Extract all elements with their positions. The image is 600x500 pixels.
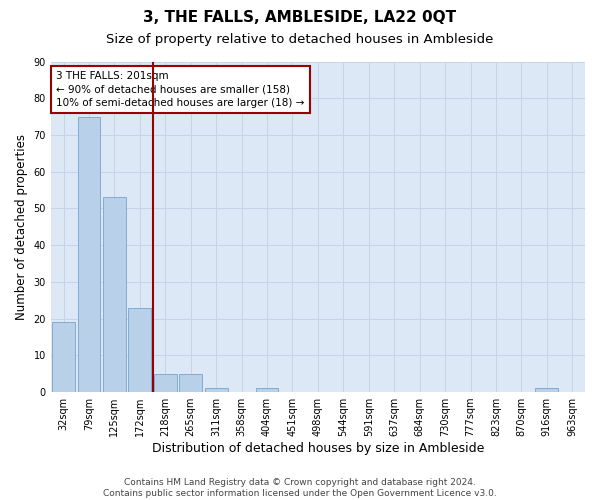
Bar <box>535 388 558 392</box>
Text: Size of property relative to detached houses in Ambleside: Size of property relative to detached ho… <box>106 32 494 46</box>
X-axis label: Distribution of detached houses by size in Ambleside: Distribution of detached houses by size … <box>152 442 484 455</box>
Bar <box>52 322 75 392</box>
Text: 3 THE FALLS: 201sqm
← 90% of detached houses are smaller (158)
10% of semi-detac: 3 THE FALLS: 201sqm ← 90% of detached ho… <box>56 72 305 108</box>
Bar <box>154 374 177 392</box>
Text: 3, THE FALLS, AMBLESIDE, LA22 0QT: 3, THE FALLS, AMBLESIDE, LA22 0QT <box>143 10 457 25</box>
Bar <box>128 308 151 392</box>
Bar <box>103 198 126 392</box>
Text: Contains HM Land Registry data © Crown copyright and database right 2024.
Contai: Contains HM Land Registry data © Crown c… <box>103 478 497 498</box>
Bar <box>256 388 278 392</box>
Bar <box>77 116 100 392</box>
Bar <box>205 388 227 392</box>
Bar <box>179 374 202 392</box>
Y-axis label: Number of detached properties: Number of detached properties <box>15 134 28 320</box>
